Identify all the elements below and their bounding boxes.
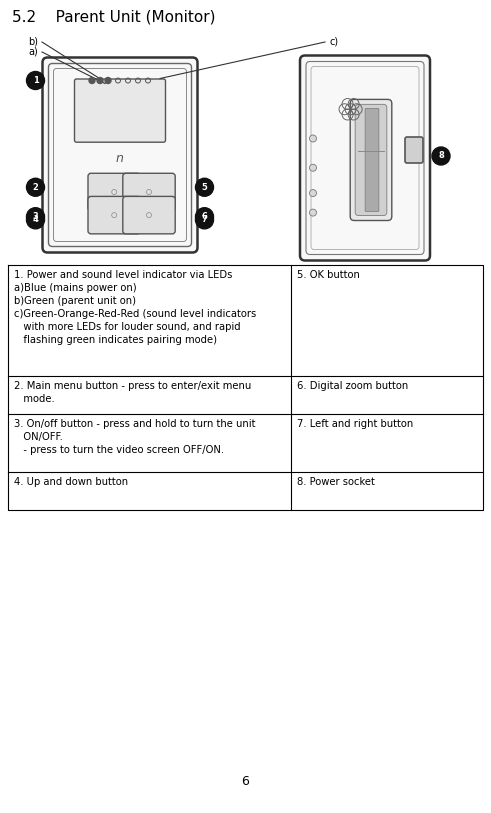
Text: 6. Digital zoom button: 6. Digital zoom button: [297, 381, 408, 392]
Text: 8. Power socket: 8. Power socket: [297, 477, 375, 487]
Text: b): b): [28, 37, 38, 47]
FancyBboxPatch shape: [355, 104, 387, 215]
Text: 5: 5: [202, 183, 207, 192]
Text: c)Green-Orange-Red-Red (sound level indicators: c)Green-Orange-Red-Red (sound level indi…: [14, 309, 256, 319]
Text: ON/OFF.: ON/OFF.: [14, 433, 63, 442]
Text: a): a): [28, 47, 38, 57]
Circle shape: [309, 164, 317, 172]
Text: 3. On/off button - press and hold to turn the unit: 3. On/off button - press and hold to tur…: [14, 420, 255, 429]
Circle shape: [432, 147, 450, 165]
Text: 1. Power and sound level indicator via LEDs: 1. Power and sound level indicator via L…: [14, 270, 232, 280]
Circle shape: [97, 77, 103, 84]
Text: - press to turn the video screen OFF/ON.: - press to turn the video screen OFF/ON.: [14, 446, 224, 455]
Circle shape: [27, 211, 45, 228]
FancyBboxPatch shape: [123, 173, 175, 211]
Text: 6: 6: [242, 775, 249, 788]
Circle shape: [309, 209, 317, 216]
FancyBboxPatch shape: [43, 58, 197, 253]
Text: mode.: mode.: [14, 394, 55, 405]
Text: a)Blue (mains power on): a)Blue (mains power on): [14, 283, 136, 293]
Circle shape: [309, 135, 317, 142]
Circle shape: [309, 189, 317, 197]
Text: b)Green (parent unit on): b)Green (parent unit on): [14, 296, 136, 306]
Text: 7. Left and right button: 7. Left and right button: [297, 420, 413, 429]
Circle shape: [27, 207, 45, 226]
Text: 2. Main menu button - press to enter/exit menu: 2. Main menu button - press to enter/exi…: [14, 381, 251, 392]
FancyBboxPatch shape: [88, 173, 140, 211]
Text: n: n: [116, 152, 124, 165]
FancyBboxPatch shape: [123, 197, 175, 234]
Text: 1: 1: [32, 76, 38, 85]
FancyBboxPatch shape: [365, 108, 379, 211]
Text: flashing green indicates pairing mode): flashing green indicates pairing mode): [14, 335, 217, 345]
Circle shape: [195, 207, 214, 226]
Circle shape: [105, 77, 111, 84]
FancyBboxPatch shape: [88, 197, 140, 234]
Text: 8: 8: [438, 151, 444, 160]
Text: 6: 6: [202, 212, 207, 221]
Circle shape: [195, 178, 214, 196]
FancyBboxPatch shape: [405, 137, 423, 163]
Text: 4. Up and down button: 4. Up and down button: [14, 477, 128, 487]
Text: 5.2    Parent Unit (Monitor): 5.2 Parent Unit (Monitor): [12, 10, 216, 25]
Text: c): c): [330, 37, 339, 47]
Text: 4: 4: [32, 215, 38, 224]
Text: 3: 3: [32, 212, 38, 221]
FancyBboxPatch shape: [350, 99, 392, 220]
Circle shape: [195, 211, 214, 228]
FancyBboxPatch shape: [300, 55, 430, 260]
Text: with more LEDs for louder sound, and rapid: with more LEDs for louder sound, and rap…: [14, 322, 241, 332]
Text: 2: 2: [32, 183, 38, 192]
Text: 7: 7: [202, 215, 207, 224]
Circle shape: [89, 77, 95, 84]
Text: 5. OK button: 5. OK button: [297, 270, 359, 280]
FancyBboxPatch shape: [75, 79, 165, 142]
Circle shape: [27, 178, 45, 196]
Circle shape: [27, 72, 45, 89]
